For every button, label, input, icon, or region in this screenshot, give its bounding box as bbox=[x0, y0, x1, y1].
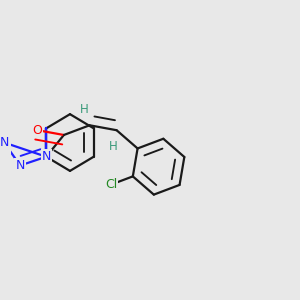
Text: N: N bbox=[16, 159, 25, 172]
Text: N: N bbox=[0, 136, 9, 149]
Text: H: H bbox=[80, 103, 88, 116]
Text: Cl: Cl bbox=[105, 178, 117, 191]
Text: O: O bbox=[32, 124, 42, 136]
Text: H: H bbox=[110, 140, 118, 154]
Text: N: N bbox=[42, 150, 51, 163]
